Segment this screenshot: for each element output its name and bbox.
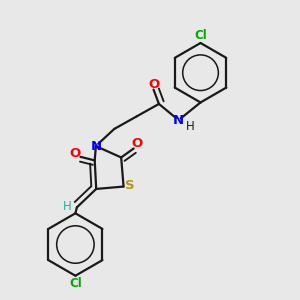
Text: H: H [63,200,72,213]
Text: O: O [70,147,81,161]
Text: Cl: Cl [69,277,82,290]
Text: Cl: Cl [194,29,207,42]
Text: O: O [131,137,142,150]
Text: H: H [186,120,195,133]
Text: N: N [90,140,101,153]
Text: S: S [125,179,135,192]
Text: N: N [173,114,184,127]
Text: O: O [148,78,159,91]
